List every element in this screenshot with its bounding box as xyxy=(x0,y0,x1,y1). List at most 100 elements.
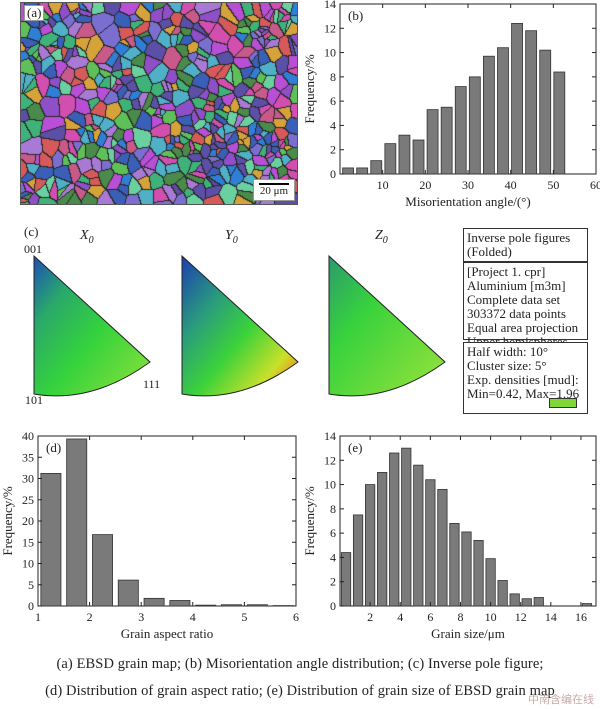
bar xyxy=(40,473,62,607)
x-tick-label: 10 xyxy=(485,610,497,624)
ebsd-grain-map: (a) 20 μm xyxy=(20,2,298,205)
ipf-legend-line: 303372 data points xyxy=(467,306,566,321)
y-tick-label: 10 xyxy=(324,46,336,60)
ipf-legend-line: Equal area projection xyxy=(467,320,579,335)
corner-label-111: 111 xyxy=(143,377,161,391)
ipf-legend-line: Cluster size: 5° xyxy=(467,358,547,373)
y-tick-label: 30 xyxy=(22,472,34,486)
y-tick-label: 12 xyxy=(324,453,336,467)
x-tick-label: 50 xyxy=(547,178,559,192)
chart-misorientation: 0 2 4 6 8 10 12 14 10 20 30 40 50 60 (b) Misorientation… xyxy=(302,0,600,209)
y-tick-label: 25 xyxy=(22,493,34,507)
y-tick-label: 15 xyxy=(22,535,34,549)
x-axis-label: Misorientation angle/(°) xyxy=(405,194,530,209)
y-tick-label: 4 xyxy=(330,118,336,132)
ipf-title-x-sub: 0 xyxy=(88,234,94,246)
bar xyxy=(425,479,436,607)
bar xyxy=(426,109,439,175)
chart-aspect-ratio: 0 5 10 15 20 25 30 35 40 1 2 3 4 5 6 (d) Grain aspect ra… xyxy=(0,430,299,641)
y-tick-label: 0 xyxy=(28,599,34,613)
x-tick-label: 8 xyxy=(457,610,463,624)
corner-label-101: 101 xyxy=(25,393,43,407)
bar xyxy=(340,552,352,607)
bar xyxy=(246,604,268,607)
x-axis-label: Grain aspect ratio xyxy=(121,626,213,641)
x-tick-label: 3 xyxy=(138,610,144,624)
ipf-z0 xyxy=(328,254,446,397)
bar xyxy=(533,597,544,607)
x-tick-label: 14 xyxy=(545,610,557,624)
ipf-title-z: Z0 xyxy=(375,228,388,246)
ipf-legend-line: Min=0.42, Max=1.96 xyxy=(467,386,580,401)
scale-bar: 20 μm xyxy=(253,179,295,201)
bar xyxy=(454,86,467,175)
scale-bar-line xyxy=(259,183,289,185)
y-tick-label: 0 xyxy=(330,599,336,613)
bar xyxy=(440,106,453,175)
ipf-title-z-sub: 0 xyxy=(382,234,388,246)
bar xyxy=(511,23,523,175)
x-tick-label: 4 xyxy=(190,610,196,624)
ipf-legend-title: Inverse pole figures (Folded) xyxy=(463,228,588,262)
y-axis-label: Frequency/% xyxy=(0,486,15,555)
y-tick-label: 14 xyxy=(324,0,336,11)
x-tick-label: 6 xyxy=(427,610,433,624)
x-tick-label: 10 xyxy=(377,178,389,192)
panel-label: (d) xyxy=(46,440,61,455)
ipf-legend-line: Complete data set xyxy=(467,292,561,307)
bar xyxy=(461,531,472,607)
bar xyxy=(553,71,566,175)
grain-map-canvas xyxy=(21,3,297,204)
x-tick-label: 16 xyxy=(575,610,587,624)
x-tick-label: 12 xyxy=(515,610,527,624)
bar xyxy=(413,464,424,607)
ipf-title-y-letter: Y xyxy=(225,228,233,243)
y-tick-label: 14 xyxy=(324,430,336,443)
y-axis-label: Frequency/% xyxy=(302,486,317,555)
x-tick-label: 1 xyxy=(35,610,41,624)
bar xyxy=(384,143,397,175)
bar xyxy=(389,452,400,607)
x-tick-label: 30 xyxy=(462,178,474,192)
ipf-title-y: Y0 xyxy=(225,228,238,246)
ipf-legend-line: Half width: 10° xyxy=(467,344,549,359)
y-tick-label: 6 xyxy=(330,94,336,108)
bar xyxy=(352,514,364,607)
bar xyxy=(92,534,113,607)
ipf-title-y-sub: 0 xyxy=(232,234,238,246)
bar xyxy=(412,139,425,175)
ipf-title-x: X0 xyxy=(80,228,94,246)
ipf-legend-line: Inverse pole figures xyxy=(467,230,571,245)
bar xyxy=(468,76,481,175)
bar xyxy=(483,55,495,175)
panel-label: (e) xyxy=(348,440,362,455)
bar xyxy=(497,580,508,607)
x-axis-label: Grain size/μm xyxy=(431,626,505,641)
chart-grain-size: 0 2 4 6 8 10 12 14 2 4 6 8 10 12 14 16 (e) Grain size/μm F… xyxy=(302,430,597,641)
y-tick-label: 5 xyxy=(28,578,34,592)
ipf-legend-project: [Project 1. cpr] Aluminium [m3m] Complet… xyxy=(463,262,588,349)
bar xyxy=(342,167,354,175)
corner-label-001: 001 xyxy=(24,242,42,256)
ipf-title-z-letter: Z xyxy=(375,228,383,243)
ipf-legend-line: [Project 1. cpr] xyxy=(467,264,546,279)
x-tick-label: 2 xyxy=(367,610,373,624)
y-tick-label: 40 xyxy=(22,430,34,443)
x-tick-label: 6 xyxy=(293,610,299,624)
panel-label-c: (c) xyxy=(24,224,39,239)
ipf-panel: (c) 001 101 111 X0 Y0 Z0 xyxy=(0,220,600,420)
ipf-legend-line: Aluminium [m3m] xyxy=(467,278,566,293)
bar xyxy=(195,604,217,607)
bar xyxy=(117,579,139,607)
bar xyxy=(497,47,509,175)
bar xyxy=(356,167,369,175)
y-tick-label: 2 xyxy=(330,143,336,157)
ipf-title-x-letter: X xyxy=(80,228,89,243)
bar xyxy=(525,30,538,175)
x-tick-label: 2 xyxy=(87,610,93,624)
x-tick-label: 5 xyxy=(241,610,247,624)
y-tick-label: 12 xyxy=(324,21,336,35)
ipf-x0 xyxy=(33,254,151,397)
bar xyxy=(509,593,520,607)
bar xyxy=(221,604,242,607)
